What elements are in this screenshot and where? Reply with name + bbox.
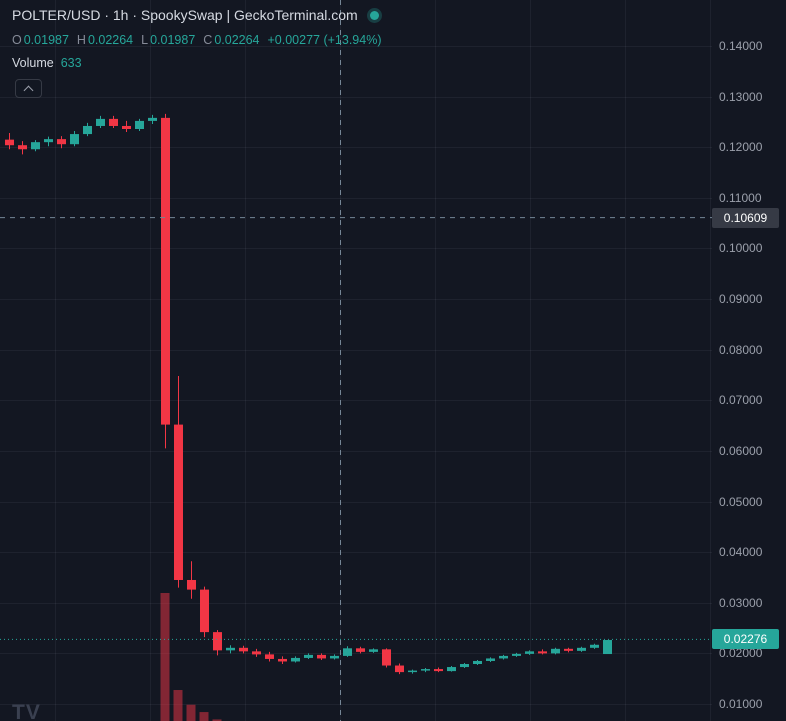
tradingview-logo-icon[interactable]: TV bbox=[12, 701, 41, 721]
collapse-legend-button[interactable] bbox=[15, 79, 42, 98]
low-value: 0.01987 bbox=[150, 33, 196, 47]
price-tick-label: 0.04000 bbox=[719, 545, 763, 560]
price-lines bbox=[0, 0, 712, 721]
volume-label: Volume bbox=[12, 56, 54, 70]
crosshair-price-label: 0.10609 bbox=[712, 207, 779, 228]
open-label: O bbox=[12, 33, 22, 47]
price-tick-label: 0.10000 bbox=[719, 241, 763, 256]
open-value: 0.01987 bbox=[23, 33, 69, 47]
price-tick-label: 0.08000 bbox=[719, 342, 763, 357]
price-tick-label: 0.13000 bbox=[719, 89, 763, 104]
close-value: 0.02264 bbox=[214, 33, 260, 47]
price-tick-label: 0.06000 bbox=[719, 443, 763, 458]
price-tick-label: 0.01000 bbox=[719, 696, 763, 711]
close-label: C bbox=[203, 33, 213, 47]
volume-bars bbox=[160, 593, 222, 721]
price-tick-label: 0.05000 bbox=[719, 494, 763, 509]
candles bbox=[5, 113, 612, 675]
price-tick-label: 0.03000 bbox=[719, 595, 763, 610]
price-tick-label: 0.14000 bbox=[719, 39, 763, 53]
change-value: +0.00277 (+13.94%) bbox=[267, 33, 382, 47]
low-label: L bbox=[141, 33, 149, 47]
market-status-dot-icon bbox=[369, 10, 379, 20]
ohlc-row: O 0.01987 H 0.02264 L 0.01987 C 0.02264 +0.0… bbox=[12, 33, 381, 47]
grid-lines bbox=[0, 0, 712, 721]
last-price-label: 0.02276 bbox=[712, 629, 779, 650]
price-axis[interactable]: 0.10609 0.02276 0.14000 0.13000 0.12000 0.1… bbox=[712, 0, 786, 721]
volume-value: 633 bbox=[60, 56, 82, 70]
chevron-up-icon bbox=[23, 85, 34, 95]
chart-legend: POLTER/USD · 1h · SpookySwap | GeckoTerm… bbox=[12, 7, 381, 98]
high-value: 0.02264 bbox=[87, 33, 134, 47]
price-tick-label: 0.11000 bbox=[719, 190, 762, 205]
high-label: H bbox=[76, 33, 86, 47]
price-tick-label: 0.09000 bbox=[719, 292, 763, 307]
symbol-title: POLTER/USD · 1h · SpookySwap | GeckoTerm… bbox=[12, 7, 358, 23]
price-tick-label: 0.02000 bbox=[719, 646, 763, 661]
price-tick-label: 0.12000 bbox=[719, 140, 763, 155]
volume-row: Volume 633 bbox=[12, 56, 381, 70]
candlestick-chart-canvas[interactable] bbox=[0, 0, 712, 721]
price-tick-label: 0.07000 bbox=[719, 393, 763, 408]
